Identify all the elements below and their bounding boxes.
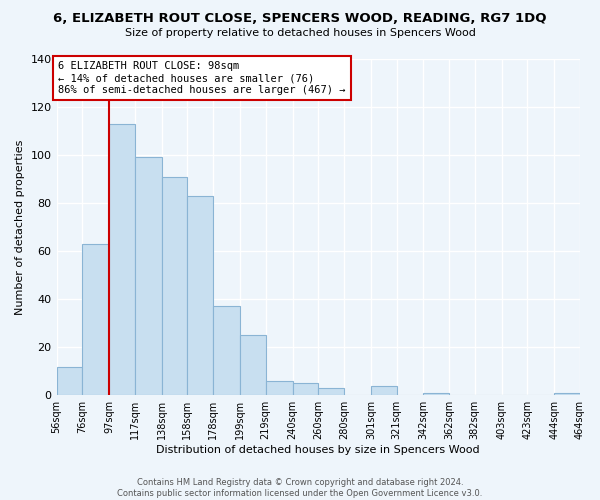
Text: Contains HM Land Registry data © Crown copyright and database right 2024.
Contai: Contains HM Land Registry data © Crown c… [118,478,482,498]
Bar [371,386,397,396]
Bar [318,388,344,396]
Bar [162,176,187,396]
Text: Size of property relative to detached houses in Spencers Wood: Size of property relative to detached ho… [125,28,475,38]
Text: 6 ELIZABETH ROUT CLOSE: 98sqm
← 14% of detached houses are smaller (76)
86% of s: 6 ELIZABETH ROUT CLOSE: 98sqm ← 14% of d… [58,62,346,94]
Bar [213,306,240,396]
Bar [82,244,109,396]
Bar [56,366,82,396]
Bar [424,393,449,396]
Y-axis label: Number of detached properties: Number of detached properties [15,140,25,315]
Bar [293,384,318,396]
Bar [135,158,162,396]
Bar [109,124,135,396]
Bar [266,381,293,396]
Bar [187,196,213,396]
X-axis label: Distribution of detached houses by size in Spencers Wood: Distribution of detached houses by size … [157,445,480,455]
Text: 6, ELIZABETH ROUT CLOSE, SPENCERS WOOD, READING, RG7 1DQ: 6, ELIZABETH ROUT CLOSE, SPENCERS WOOD, … [53,12,547,26]
Bar [240,336,266,396]
Bar [554,393,580,396]
